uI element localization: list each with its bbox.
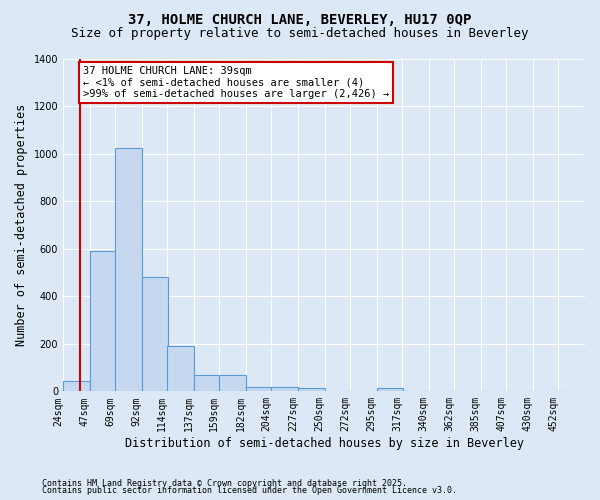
Bar (142, 278, 169, 392)
Bar (63, 380, 89, 392)
Bar (377, 388, 403, 392)
X-axis label: Distribution of semi-detached houses by size in Beverley: Distribution of semi-detached houses by … (125, 437, 524, 450)
Bar (194, 374, 220, 392)
Bar (219, 374, 246, 392)
Bar (298, 388, 325, 392)
Text: Size of property relative to semi-detached houses in Beverley: Size of property relative to semi-detach… (71, 28, 529, 40)
Bar (89, 252, 116, 392)
Text: Contains HM Land Registry data © Crown copyright and database right 2025.: Contains HM Land Registry data © Crown c… (42, 478, 407, 488)
Text: 37 HOLME CHURCH LANE: 39sqm
← <1% of semi-detached houses are smaller (4)
>99% o: 37 HOLME CHURCH LANE: 39sqm ← <1% of sem… (83, 66, 389, 100)
Y-axis label: Number of semi-detached properties: Number of semi-detached properties (15, 104, 28, 346)
Bar (271, 386, 298, 392)
Bar (115, 148, 142, 392)
Text: 37, HOLME CHURCH LANE, BEVERLEY, HU17 0QP: 37, HOLME CHURCH LANE, BEVERLEY, HU17 0Q… (128, 12, 472, 26)
Text: Contains public sector information licensed under the Open Government Licence v3: Contains public sector information licen… (42, 486, 457, 495)
Bar (167, 346, 194, 392)
Bar (246, 386, 272, 392)
